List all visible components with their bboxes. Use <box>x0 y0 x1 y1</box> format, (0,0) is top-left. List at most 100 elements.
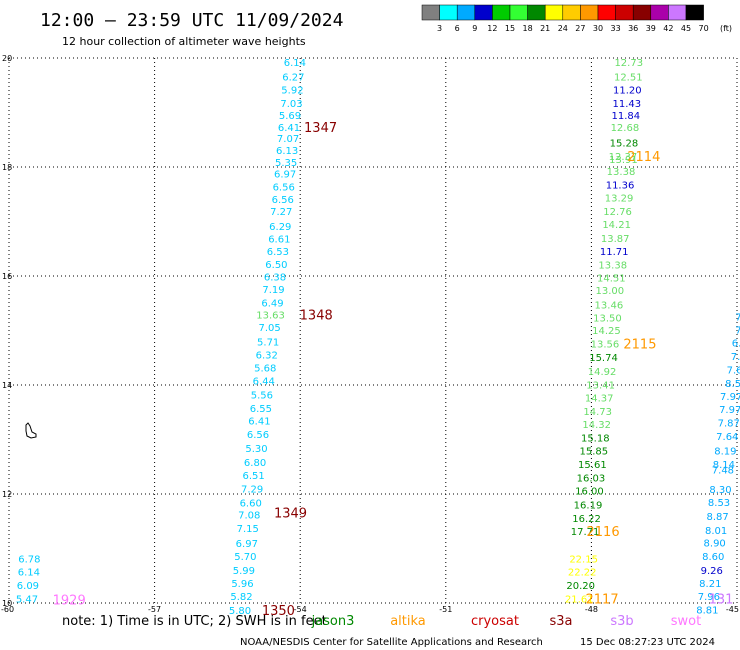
y-tick-label: 10 <box>2 599 12 608</box>
wave-height-label: 12.73 <box>614 58 643 69</box>
x-tick-label: -45 <box>726 605 739 614</box>
wave-height-label: 7.87 <box>718 419 740 430</box>
chart-subtitle: 12 hour collection of altimeter wave hei… <box>62 35 306 48</box>
wave-height-label: 5.35 <box>275 158 297 169</box>
wave-height-label: 5.47 <box>16 595 38 606</box>
wave-height-label: 22.15 <box>569 554 598 565</box>
wave-height-label: 13.00 <box>596 286 625 297</box>
colorbar-level-label: 39 <box>646 24 656 33</box>
wave-height-label: 13.46 <box>595 300 624 311</box>
wave-height-label: 22.22 <box>568 567 597 578</box>
colorbar-level-label: 36 <box>628 24 638 33</box>
wave-height-label: 5.69 <box>279 111 301 122</box>
colorbar-swatch <box>632 4 652 21</box>
wave-height-label: 6.53 <box>267 247 289 258</box>
plot-area: -60 -57 -54 -51 -48 -45 10 12 14 16 18 20 6.14 6.27 5… <box>1 54 740 619</box>
wave-height-label: 6.27 <box>282 73 304 84</box>
pass-number-label: 131 <box>709 593 734 608</box>
wave-height-label: 14.51 <box>597 274 626 285</box>
wave-height-label: 12.76 <box>603 207 632 218</box>
mission-legend-item: s3b <box>610 614 633 629</box>
x-tick-label: -57 <box>148 605 161 614</box>
wave-height-label: 15.28 <box>610 138 639 149</box>
wave-height-label: 12.51 <box>614 73 643 84</box>
wave-height-label: 6.13 <box>276 146 298 157</box>
wave-height-label: 7.15 <box>237 524 259 535</box>
y-tick-label: 20 <box>2 54 12 63</box>
wave-height-label: 20.20 <box>566 581 595 592</box>
wave-height-label: 16.03 <box>577 474 606 485</box>
wave-height-label: 12.37 <box>609 152 638 163</box>
mission-legend-item: jason3 <box>311 614 355 629</box>
y-tick-label: 12 <box>2 490 12 499</box>
wave-height-label: 14.37 <box>585 394 614 405</box>
wave-height-label: 13.38 <box>598 261 627 272</box>
chart-title: 12:00 – 23:59 UTC 11/09/2024 <box>40 10 343 31</box>
footnote: note: 1) Time is in UTC; 2) SWH is in fe… <box>62 614 327 629</box>
mission-legend: jason3 altika cryosat s3a s3b swot <box>311 614 702 629</box>
wave-height-label: 7.97 <box>720 392 740 403</box>
x-tick-label: -54 <box>294 605 307 614</box>
wave-height-label: 7.64 <box>716 432 738 443</box>
wave-height-label: 15.61 <box>578 460 607 471</box>
wave-height-label: 16.19 <box>574 500 603 511</box>
wave-height-label: 17.71 <box>571 527 600 538</box>
wave-height-label: 13.63 <box>256 311 285 322</box>
colorbar-level-label: 33 <box>611 24 621 33</box>
wave-height-label: 16.00 <box>575 487 604 498</box>
wave-height-label: 13.91 <box>609 155 638 166</box>
wave-height-label: 6.51 <box>242 471 264 482</box>
colorbar-swatch <box>456 4 476 21</box>
credit-text: NOAA/NESDIS Center for Satellite Applica… <box>240 637 543 648</box>
wave-height-label: 14.73 <box>583 407 612 418</box>
wave-height-label: 13.87 <box>601 234 630 245</box>
colorbar-legend: 3 6 9 12 15 18 21 24 27 30 33 36 39 42 45 70 (ft) <box>421 4 732 33</box>
wave-height-label: 6.60 <box>240 499 262 510</box>
wave-height-label: 8.87 <box>706 512 728 523</box>
pass-number-label: 1929 <box>53 594 86 609</box>
wave-height-label: 12.68 <box>611 123 640 134</box>
wave-height-label: 14.92 <box>588 367 617 378</box>
wave-height-label: 6.49 <box>261 299 283 310</box>
wave-height-label: 11.71 <box>600 247 629 258</box>
colorbar-swatch <box>580 4 599 21</box>
colorbar-swatch <box>668 4 687 21</box>
colorbar-swatch <box>562 4 581 21</box>
plot-background <box>9 58 737 603</box>
colorbar-level-label: 21 <box>540 24 550 33</box>
pass-number-label: 1347 <box>304 121 337 136</box>
wave-height-label: 6.41 <box>248 416 270 427</box>
wave-height-label: 6.50 <box>265 260 287 271</box>
wave-height-label: 5.68 <box>254 364 276 375</box>
y-tick-label: 18 <box>2 163 12 172</box>
wave-height-label: 8.81 <box>696 606 718 617</box>
colorbar-level-label: 70 <box>699 24 709 33</box>
wave-height-label: 6.56 <box>247 430 269 441</box>
mission-legend-item: altika <box>390 614 426 629</box>
wave-height-label: 8.90 <box>704 539 726 550</box>
wave-height-label: 5.96 <box>231 579 253 590</box>
wave-height-label: 8.01 <box>705 526 727 537</box>
wave-height-label: 7. <box>731 352 740 363</box>
axes: -60 -57 -54 -51 -48 -45 10 12 14 16 18 20 <box>1 54 739 614</box>
wave-height-label: 6.32 <box>256 350 278 361</box>
wave-height-label: 5.80 <box>229 606 251 617</box>
wave-height-label: 8.21 <box>699 579 721 590</box>
pass-number-label: 2114 <box>627 150 660 165</box>
wave-height-label: 6.61 <box>268 234 290 245</box>
pass-number-label: 2115 <box>623 338 656 353</box>
colorbar-level-label: 15 <box>505 24 515 33</box>
wave-height-label: 7.08 <box>238 511 260 522</box>
colorbar-swatch <box>615 4 634 21</box>
wave-height-label: 5.71 <box>257 337 279 348</box>
colorbar-level-label: 30 <box>593 24 603 33</box>
wave-height-label: 5.92 <box>281 86 303 97</box>
wave-height-label: 7 <box>735 325 740 336</box>
colorbar-swatch <box>474 4 493 21</box>
colorbar-level-label: 27 <box>575 24 585 33</box>
data-marks: 6.146.275.927.035.696.417.076.135.356.97… <box>16 58 740 619</box>
wave-height-label: 6.56 <box>273 183 295 194</box>
wave-height-label: 7 <box>735 312 740 323</box>
pass-number-label: 1348 <box>300 309 333 324</box>
